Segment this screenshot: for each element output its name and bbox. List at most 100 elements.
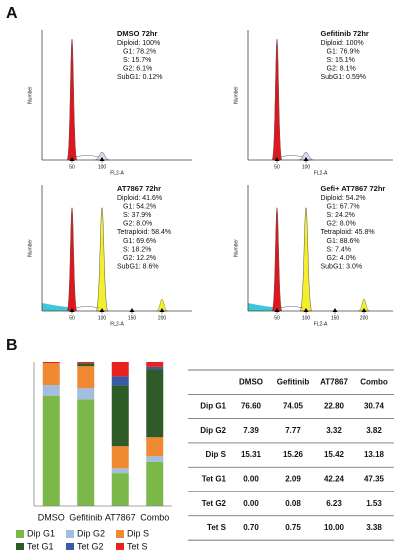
- stat-line: G1: 54.2%: [123, 203, 156, 210]
- gate-marker: [332, 308, 338, 312]
- stat-line: G2: 8.1%: [327, 66, 356, 73]
- bar-segment: [77, 363, 95, 367]
- histogram-title: AT7867 72hr: [117, 184, 161, 193]
- y-axis-label: Number: [233, 86, 239, 104]
- table-cell: 15.42: [324, 450, 345, 459]
- x-tick-label: 50: [69, 315, 75, 321]
- legend-label: Dip G1: [27, 528, 55, 538]
- bar-segment: [146, 437, 164, 457]
- legend-swatch: [116, 543, 124, 550]
- x-tick-label: 200: [158, 315, 167, 321]
- x-tick-label: 50: [69, 164, 75, 170]
- x-tick-label: AT7867: [105, 512, 136, 522]
- row-label: Dip G2: [200, 426, 226, 435]
- y-axis-label: Number: [27, 239, 33, 257]
- g2-peak: [93, 151, 111, 161]
- g2-peak: [155, 298, 169, 312]
- table-cell: 42.24: [324, 474, 345, 483]
- gate-marker: [274, 308, 280, 312]
- table-cell: 0.08: [285, 499, 301, 508]
- x-axis-label: FL2-A: [314, 321, 328, 327]
- bar-segment: [111, 385, 129, 447]
- table-header: DMSO: [239, 377, 263, 386]
- tetraploid-peak: [95, 207, 109, 312]
- stat-line: Diploid: 100%: [321, 40, 364, 47]
- gate-marker: [361, 308, 367, 312]
- x-tick-label: 50: [274, 315, 280, 321]
- stat-line: S: 7.4%: [327, 246, 352, 253]
- x-tick-label: 100: [98, 315, 107, 321]
- legend-label: Dip G2: [77, 528, 105, 538]
- x-tick-label: 100: [98, 164, 107, 170]
- stat-line: S: 24.2%: [327, 212, 355, 219]
- x-tick-label: Combo: [140, 512, 169, 522]
- x-axis-label: FL2-A: [314, 170, 328, 176]
- panel-label: A: [6, 5, 18, 22]
- stat-line: SubG1: 0.59%: [321, 74, 367, 81]
- table-header: Combo: [360, 377, 388, 386]
- legend-label: Tet G1: [27, 541, 54, 550]
- y-axis-label: Number: [27, 86, 33, 104]
- table-cell: 13.18: [364, 450, 385, 459]
- bar-segment: [77, 362, 95, 364]
- table-cell: 7.39: [243, 426, 259, 435]
- legend-swatch: [66, 530, 74, 538]
- table-header: AT7867: [320, 377, 348, 386]
- stat-line: G2: 6.1%: [123, 66, 152, 73]
- x-tick-label: 100: [302, 315, 311, 321]
- histogram-title: Gefi+ AT7867 72hr: [321, 184, 386, 193]
- row-label: Dip G1: [200, 402, 226, 411]
- bar-segment: [42, 395, 60, 506]
- stat-line: Diploid: 100%: [117, 40, 160, 47]
- stat-line: G1: 76.9%: [327, 48, 360, 55]
- row-label: Tet S: [207, 523, 227, 532]
- stat-line: S: 37.9%: [123, 212, 151, 219]
- x-tick-label: 200: [360, 315, 369, 321]
- stat-line: S: 15.7%: [123, 57, 151, 64]
- stat-line: Diploid: 41.6%: [117, 195, 162, 202]
- g1-peak: [271, 38, 283, 161]
- table-cell: 22.80: [324, 402, 345, 411]
- legend-swatch: [116, 530, 124, 538]
- s-phase: [74, 306, 100, 309]
- table-cell: 76.60: [241, 402, 262, 411]
- bar-segment: [77, 366, 95, 389]
- bar-segment: [111, 376, 129, 386]
- table-cell: 1.53: [366, 499, 382, 508]
- stat-line: G1: 67.7%: [327, 203, 360, 210]
- gate-marker: [274, 157, 280, 161]
- stat-line: Diploid: 54.2%: [321, 195, 366, 202]
- debris: [42, 303, 68, 311]
- table-cell: 30.74: [364, 402, 385, 411]
- bar-segment: [146, 362, 164, 367]
- tetraploid-peak: [299, 207, 313, 312]
- table-cell: 0.00: [243, 499, 259, 508]
- debris: [248, 303, 273, 311]
- stat-line: SubG1: 8.6%: [117, 264, 159, 271]
- bar-segment: [111, 473, 129, 506]
- g1-peak: [271, 207, 283, 312]
- g1-peak: [66, 207, 78, 312]
- bar-segment: [42, 363, 60, 386]
- gate-marker: [303, 157, 309, 161]
- gate-marker: [159, 308, 165, 312]
- stat-line: SubG1: 0.12%: [117, 74, 163, 81]
- table-cell: 74.05: [283, 402, 304, 411]
- legend-label: Tet G2: [77, 541, 104, 550]
- stat-line: G1: 69.6%: [123, 238, 156, 245]
- legend-swatch: [16, 543, 24, 550]
- stat-line: SubG1: 3.0%: [321, 264, 363, 271]
- x-tick-label: 50: [274, 164, 280, 170]
- row-label: Dip S: [206, 450, 227, 459]
- g2-peak: [357, 298, 371, 312]
- g2-peak: [297, 151, 315, 161]
- table-cell: 6.23: [326, 499, 342, 508]
- x-tick-label: DMSO: [38, 512, 65, 522]
- legend-label: Tet S: [127, 541, 148, 550]
- row-label: Tet G2: [202, 499, 227, 508]
- bar-segment: [111, 446, 129, 469]
- x-tick-label: Gefitinib: [69, 512, 102, 522]
- stat-line: G2: 12.2%: [123, 255, 156, 262]
- table-cell: 0.00: [243, 474, 259, 483]
